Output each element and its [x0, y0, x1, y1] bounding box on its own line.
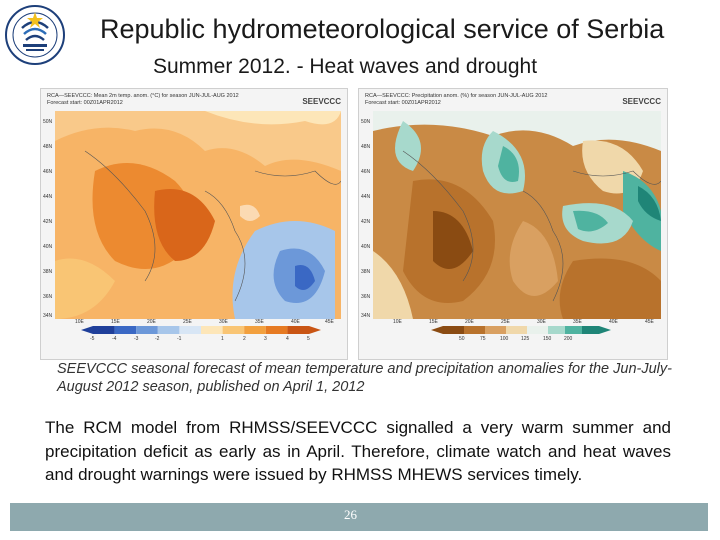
cbar-tick: 75 — [480, 336, 486, 342]
lat-tick: 46N — [43, 169, 53, 175]
lat-tick: 48N — [361, 144, 371, 150]
body-paragraph: The RCM model from RHMSS/SEEVCCC signall… — [45, 418, 671, 484]
lat-tick: 50N — [43, 119, 53, 125]
cbar-tick: 150 — [543, 336, 552, 342]
map-title-line: RCA—SEEVCCC: Precipitation anom. (%) for… — [365, 93, 548, 99]
lat-tick: 38N — [43, 269, 53, 275]
cbar-tick: 5 — [307, 336, 310, 342]
map-title-line: RCA—SEEVCCC: Mean 2m temp. anom. (°C) fo… — [47, 93, 239, 99]
map-header: RCA—SEEVCCC: Mean 2m temp. anom. (°C) fo… — [47, 93, 239, 107]
lon-tick: 45E — [325, 319, 334, 325]
lon-tick: 30E — [537, 319, 546, 325]
seevccc-brand: SEEVCCC — [622, 97, 661, 106]
lat-tick: 36N — [361, 294, 371, 300]
lat-tick: 44N — [43, 194, 53, 200]
cbar-tick: 1 — [221, 336, 224, 342]
lon-tick: 15E — [429, 319, 438, 325]
cbar-tick: -3 — [134, 336, 139, 342]
cbar-tick: 3 — [264, 336, 267, 342]
lat-tick: 48N — [43, 144, 53, 150]
lon-tick: 45E — [645, 319, 654, 325]
lon-tick: 35E — [573, 319, 582, 325]
lat-tick: 50N — [361, 119, 371, 125]
lon-tick: 15E — [111, 319, 120, 325]
map-header: RCA—SEEVCCC: Precipitation anom. (%) for… — [365, 93, 547, 107]
cbar-tick: 100 — [500, 336, 509, 342]
lon-tick: 40E — [609, 319, 618, 325]
footer-bar — [10, 503, 708, 531]
cbar-tick: -2 — [155, 336, 160, 342]
temperature-colorbar — [81, 326, 321, 334]
lat-tick: 36N — [43, 294, 53, 300]
cbar-tick: 4 — [286, 336, 289, 342]
map-forecast-line: Forecast start: 00Z01APR2012 — [365, 100, 441, 106]
lon-tick: 25E — [183, 319, 192, 325]
lat-tick: 40N — [361, 244, 371, 250]
lat-tick: 42N — [361, 219, 371, 225]
lon-tick: 35E — [255, 319, 264, 325]
cbar-tick: 200 — [564, 336, 573, 342]
lon-tick: 25E — [501, 319, 510, 325]
lat-tick: 46N — [361, 169, 371, 175]
page-number: 26 — [344, 507, 357, 522]
lon-tick: 30E — [219, 319, 228, 325]
lon-tick: 20E — [147, 319, 156, 325]
cbar-tick: 2 — [243, 336, 246, 342]
precipitation-colorbar — [431, 326, 611, 334]
temperature-anomaly-map: RCA—SEEVCCC: Mean 2m temp. anom. (°C) fo… — [40, 88, 348, 360]
lon-tick: 10E — [393, 319, 402, 325]
precipitation-anomaly-map: RCA—SEEVCCC: Precipitation anom. (%) for… — [358, 88, 668, 360]
seevccc-brand: SEEVCCC — [302, 97, 341, 106]
lat-tick: 44N — [361, 194, 371, 200]
lat-tick: 40N — [43, 244, 53, 250]
lat-tick: 42N — [43, 219, 53, 225]
page-subtitle: Summer 2012. - Heat waves and drought — [153, 55, 538, 78]
lon-tick: 20E — [465, 319, 474, 325]
cbar-tick: -4 — [112, 336, 117, 342]
page-title: Republic hydrometeorological service of … — [100, 14, 665, 44]
precipitation-field — [373, 111, 661, 319]
cbar-tick: -5 — [90, 336, 95, 342]
lon-tick: 10E — [75, 319, 84, 325]
temperature-field — [55, 111, 341, 319]
cbar-tick: 125 — [521, 336, 530, 342]
map-forecast-line: Forecast start: 00Z01APR2012 — [47, 100, 123, 106]
cbar-tick: -1 — [177, 336, 182, 342]
lat-tick: 34N — [361, 313, 371, 319]
rhmss-logo — [4, 4, 66, 66]
figure-caption: SEEVCCC seasonal forecast of mean temper… — [57, 361, 672, 395]
cbar-tick: 50 — [459, 336, 465, 342]
lon-tick: 40E — [291, 319, 300, 325]
lat-tick: 38N — [361, 269, 371, 275]
lat-tick: 34N — [43, 313, 53, 319]
